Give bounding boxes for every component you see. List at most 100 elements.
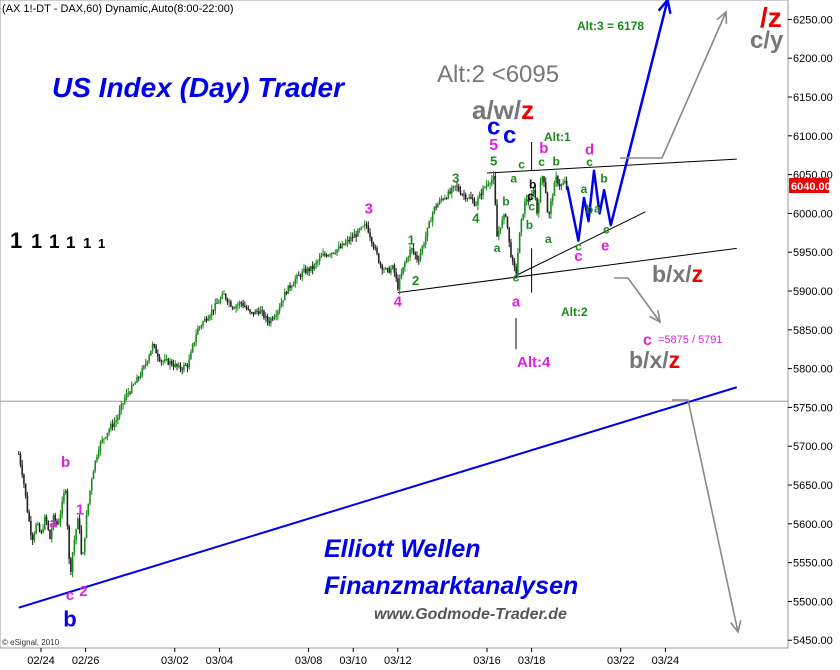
candle-body: [370, 237, 373, 244]
candle-body: [480, 193, 483, 196]
candle-body: [38, 524, 41, 532]
candle-body: [263, 311, 265, 318]
candle-body: [374, 247, 377, 249]
candle-body: [343, 243, 345, 245]
candle-body: [254, 310, 257, 315]
candle-body: [497, 230, 500, 237]
wave-label: b: [529, 178, 536, 192]
candle-body: [217, 302, 220, 304]
gray-arrow-mid: [614, 277, 661, 323]
candle-body: [524, 201, 526, 214]
x-tick-label: 03/08: [295, 655, 323, 667]
candle-body: [120, 404, 123, 411]
legend-digit-blue: 1: [49, 232, 60, 253]
candle-body: [430, 221, 432, 223]
candle-body: [141, 368, 143, 376]
candle-body: [424, 236, 427, 245]
annotations: Alt:3 = 6178 Alt:2 <6095 a/w/z c /z c/y …: [437, 2, 784, 373]
candle-body: [191, 344, 194, 352]
candle-body: [325, 255, 328, 257]
candle-body: [111, 424, 114, 427]
wave-label: c: [487, 113, 500, 140]
forecast-arrowhead: [657, 0, 672, 14]
awz-aw: a/w/: [472, 95, 521, 125]
candle-body: [202, 321, 204, 326]
candle-body: [303, 268, 305, 272]
candle-body: [541, 176, 544, 182]
c-target-label: c: [643, 332, 652, 349]
footer-credit: © eSignal, 2010: [2, 638, 60, 647]
candle-body: [562, 183, 564, 185]
plot-frame: [0, 0, 789, 649]
candle-body: [555, 176, 557, 183]
x-tick-label: 03/04: [206, 655, 234, 667]
x-tick-label: 03/24: [652, 655, 680, 667]
candle-body: [273, 316, 276, 320]
candle-body: [31, 534, 34, 540]
candle-body: [56, 521, 58, 525]
wave-label: 2: [412, 273, 419, 288]
candle-body: [96, 456, 98, 461]
candle-body: [442, 198, 444, 200]
candle-body: [259, 310, 262, 314]
candle-body: [557, 176, 559, 184]
candle-body: [45, 516, 48, 522]
candle-body: [193, 342, 196, 345]
c-blue-label: c: [503, 122, 516, 149]
candle-body: [529, 198, 531, 202]
candle-body: [421, 246, 424, 253]
candle-body: [362, 226, 364, 228]
wave-label: a: [581, 182, 588, 196]
candle-body: [167, 358, 170, 365]
candle-body: [89, 490, 91, 504]
candle-body: [205, 318, 208, 321]
legend-digit-green: 1: [83, 235, 91, 252]
candle-body: [57, 522, 60, 525]
y-tick-label: 5450.00: [793, 635, 833, 647]
wave-label: b: [586, 202, 593, 216]
candle-body: [451, 187, 453, 194]
bxz2-bx: b/x/: [629, 347, 669, 373]
candle-body: [30, 521, 32, 535]
bxz2-label: b/x/z: [629, 347, 680, 373]
wave-label: 4: [472, 211, 480, 226]
candle-body: [532, 189, 535, 195]
candle-body: [449, 191, 451, 194]
candle-body: [52, 515, 55, 529]
wave-label: a: [494, 241, 501, 255]
candle-body: [411, 248, 413, 250]
candle-body: [473, 200, 476, 206]
candle-body: [226, 298, 229, 303]
candle-body: [330, 252, 333, 255]
candle-body: [244, 305, 246, 307]
wave-label: c: [528, 199, 535, 213]
candle-body: [287, 285, 290, 294]
y-tick-label: 6200.00: [793, 53, 833, 65]
candle-body: [94, 460, 97, 471]
candle-body: [475, 204, 477, 206]
candle-body: [440, 198, 443, 200]
candle-body: [87, 503, 90, 515]
candle-body: [329, 254, 331, 256]
y-tick-label: 5800.00: [793, 364, 833, 376]
candle-body: [277, 310, 279, 316]
candle-body: [190, 351, 192, 360]
wave-label: b: [526, 218, 533, 232]
candle-body: [471, 198, 474, 201]
candle-body: [256, 310, 258, 312]
candle-body: [164, 359, 166, 362]
wave-label: c: [575, 240, 582, 254]
candle-body: [320, 255, 323, 258]
candle-body: [151, 344, 154, 351]
y-tick-label: 5900.00: [793, 286, 833, 298]
candle-body: [77, 518, 79, 530]
candle-body: [181, 369, 184, 370]
candle-body: [70, 558, 72, 572]
candle-body: [360, 226, 363, 230]
candle-body: [438, 199, 441, 204]
candle-body: [553, 182, 556, 196]
candle-body: [518, 232, 521, 254]
candle-body: [377, 253, 380, 263]
